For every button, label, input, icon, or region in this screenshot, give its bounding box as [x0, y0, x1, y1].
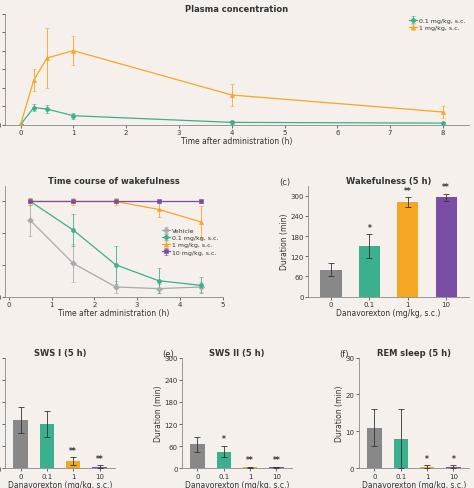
X-axis label: Danavorexton (mg/kg, s.c.): Danavorexton (mg/kg, s.c.): [185, 480, 289, 488]
Bar: [359, 246, 380, 297]
Text: (e): (e): [162, 349, 173, 358]
Y-axis label: Duration (min): Duration (min): [335, 385, 344, 441]
Bar: [92, 467, 107, 468]
X-axis label: Danavorexton (mg/kg, s.c.): Danavorexton (mg/kg, s.c.): [8, 480, 112, 488]
Text: *: *: [452, 454, 456, 463]
Bar: [40, 424, 54, 468]
Legend: 0.1 mg/kg, s.c., 1 mg/kg, s.c.: 0.1 mg/kg, s.c., 1 mg/kg, s.c.: [409, 18, 466, 32]
Title: Plasma concentration: Plasma concentration: [185, 5, 289, 14]
Bar: [393, 439, 408, 468]
Bar: [320, 270, 341, 297]
Bar: [397, 203, 419, 297]
Text: *: *: [367, 223, 371, 232]
Text: **: **: [273, 455, 281, 464]
X-axis label: Time after administration (h): Time after administration (h): [58, 308, 169, 317]
Text: *: *: [425, 454, 429, 463]
X-axis label: Time after administration (h): Time after administration (h): [182, 137, 292, 146]
Title: SWS II (5 h): SWS II (5 h): [209, 348, 265, 357]
Title: SWS I (5 h): SWS I (5 h): [34, 348, 86, 357]
Legend: Vehicle, 0.1 mg/kg, s.c., 1 mg/kg, s.c., 10 mg/kg, s.c.: Vehicle, 0.1 mg/kg, s.c., 1 mg/kg, s.c.,…: [162, 227, 219, 256]
Text: **: **: [442, 183, 450, 192]
Bar: [66, 461, 81, 468]
Text: *: *: [222, 435, 226, 444]
Bar: [217, 452, 231, 468]
Bar: [420, 467, 434, 468]
Bar: [446, 467, 461, 468]
Text: (f): (f): [339, 349, 348, 358]
Text: **: **: [69, 446, 77, 455]
Title: Wakefulness (5 h): Wakefulness (5 h): [346, 177, 431, 185]
Bar: [190, 445, 205, 468]
Text: (c): (c): [279, 177, 290, 186]
Text: **: **: [404, 186, 411, 195]
X-axis label: Danavorexton (mg/kg, s.c.): Danavorexton (mg/kg, s.c.): [362, 480, 466, 488]
Text: **: **: [96, 454, 103, 463]
Bar: [367, 428, 382, 468]
Title: Time course of wakefulness: Time course of wakefulness: [48, 177, 180, 185]
Title: REM sleep (5 h): REM sleep (5 h): [377, 348, 451, 357]
Bar: [436, 198, 457, 297]
Bar: [13, 421, 28, 468]
Text: **: **: [246, 455, 254, 464]
X-axis label: Danavorexton (mg/kg, s.c.): Danavorexton (mg/kg, s.c.): [337, 308, 441, 317]
Y-axis label: Duration (min): Duration (min): [154, 385, 163, 441]
Y-axis label: Duration (min): Duration (min): [280, 213, 289, 270]
